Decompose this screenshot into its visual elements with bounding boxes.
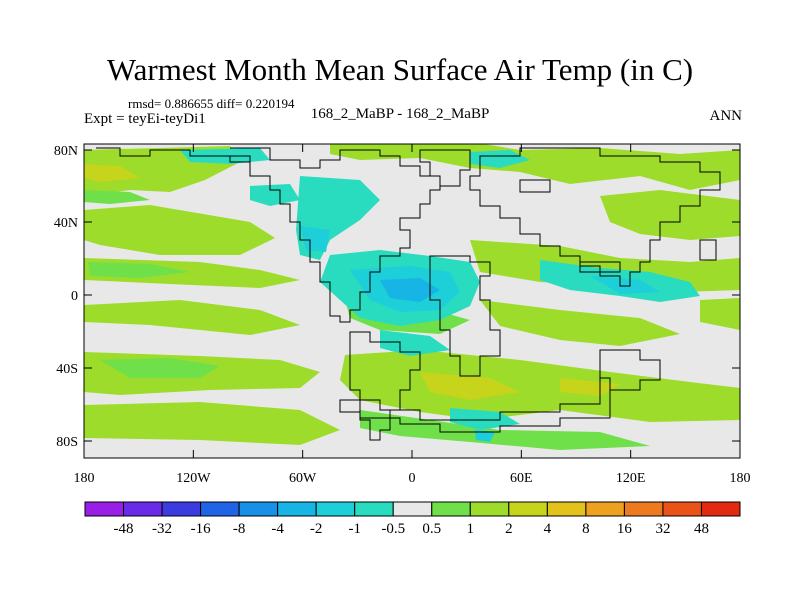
comparison-label: 168_2_MaBP - 168_2_MaBP [310,106,490,122]
colorbar-swatch [238,501,279,517]
colorbar-swatch [585,501,625,517]
colorbar-label: 2 [505,521,513,537]
colorbar-label: -32 [152,521,172,537]
colorbar-label: 0.5 [422,521,441,537]
small-island-outline [229,155,251,163]
north-america-outline [96,147,441,323]
colorbar-label: 32 [655,521,670,537]
colorbar-label: -8 [233,521,246,537]
colorbar-swatch [431,501,471,517]
colorbar: -48 -32 -16 -8 -4 -2 -1 -0.5 0.5 1 2 4 8 16 32 48 [84,501,741,537]
colorbar-swatch [84,501,125,517]
greenland-outline [419,149,471,187]
eurasia-outline [469,147,721,287]
colorbar-label: 48 [694,521,709,537]
lat-tick-label: 0 [71,289,78,304]
colorbar-label: -16 [191,521,211,537]
africa-outline [429,255,501,377]
colorbar-label: -2 [310,521,323,537]
colorbar-swatch [700,501,741,517]
continent-outlines [96,147,721,441]
anomaly-field [84,144,740,458]
season-label: ANN [709,108,743,124]
colorbar-label: 1 [467,521,475,537]
latitude-axis: 80N 40N 0 40S 80S [54,144,740,450]
rmsd-diff-stats: rmsd= 0.886655 diff= 0.220194 [128,96,295,111]
colorbar-label: 8 [582,521,590,537]
colorbar-swatch [277,501,317,517]
colorbar-swatch [623,501,664,517]
chart-title: Warmest Month Mean Surface Air Temp (in … [106,52,694,87]
indonesia-outline [579,261,621,273]
lon-tick-label: 120E [616,471,646,486]
lat-tick-label: 40N [54,216,78,231]
colorbar-swatch [161,501,202,517]
lon-tick-label: 180 [74,471,95,486]
colorbar-swatch [200,501,240,517]
lat-tick-label: 80N [54,144,78,159]
colorbar-swatch [123,501,163,517]
longitude-axis: 180 120W 60W 0 60E 120E 180 [74,144,751,486]
colorbar-swatch [315,501,356,517]
lon-tick-label: 60E [510,471,533,486]
experiment-label: Expt = teyEi-teyDi1 [84,111,206,127]
colorbar-swatch [508,501,548,517]
lon-tick-label: 120W [176,471,211,486]
lon-tick-label: 60W [289,471,317,486]
colorbar-swatch [354,501,394,517]
colorbar-label: -1 [348,521,361,537]
colorbar-label: -48 [114,521,134,537]
colorbar-label: 4 [544,521,552,537]
colorbar-swatch [469,501,510,517]
lon-tick-label: 180 [730,471,751,486]
colorbar-swatch [546,501,587,517]
arctic-island-outline [519,179,551,193]
lat-tick-label: 40S [56,362,78,377]
lat-tick-label: 80S [56,435,78,450]
colorbar-label: -4 [271,521,284,537]
lon-tick-label: 0 [409,471,416,486]
colorbar-label: -0.5 [381,521,405,537]
asia-island-outline [699,239,717,261]
colorbar-swatch [662,501,702,517]
antarctica-outline [339,377,611,433]
colorbar-label: 16 [617,521,633,537]
colorbar-swatch [392,501,433,517]
